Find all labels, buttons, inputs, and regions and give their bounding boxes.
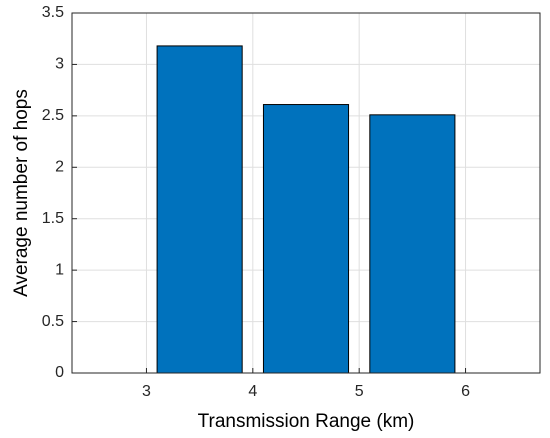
y-axis-label: Average number of hops (11, 89, 32, 297)
x-tick-label: 5 (355, 383, 364, 400)
axes-box (71, 12, 541, 374)
y-tick-label: 2 (55, 159, 64, 176)
y-tick-label: 2.5 (42, 107, 64, 124)
bar (262, 104, 350, 374)
x-axis-label: Transmission Range (km) (198, 411, 415, 432)
y-tick-label: 1.5 (42, 210, 64, 227)
x-tick-label: 4 (248, 383, 257, 400)
y-tick-label: 0 (55, 364, 64, 381)
bar (369, 114, 456, 374)
y-tick-label: 3.5 (42, 4, 64, 21)
bar (156, 45, 243, 374)
x-tick-label: 6 (461, 383, 470, 400)
y-tick-label: 1 (55, 261, 64, 278)
y-tick-label: 3 (55, 56, 64, 73)
x-tick-label: 3 (142, 383, 151, 400)
y-tick-label: 0.5 (42, 313, 64, 330)
